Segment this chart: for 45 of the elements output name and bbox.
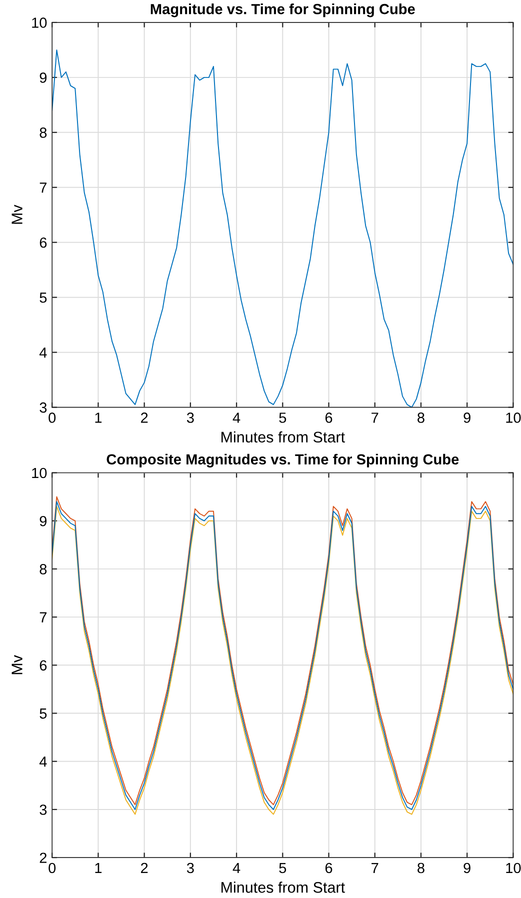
x-tick-label: 9 xyxy=(464,862,470,874)
y-tick-label: 10 xyxy=(32,468,47,478)
x-tick-label: 0 xyxy=(48,412,56,423)
y-tick-label: 2 xyxy=(40,852,47,863)
x-tick-label: 2 xyxy=(140,412,148,423)
y-tick-label: 8 xyxy=(40,128,47,138)
y-tick-label: 6 xyxy=(40,237,47,248)
y-tick-label: 7 xyxy=(40,612,47,622)
chart-title: Composite Magnitudes vs. Time for Spinning Cube xyxy=(106,454,459,468)
x-tick-label: 9 xyxy=(464,412,470,423)
x-tick-label: 7 xyxy=(372,412,378,423)
y-tick-label: 9 xyxy=(40,72,47,83)
chart-title: Magnitude vs. Time for Spinning Cube xyxy=(150,4,415,18)
x-axis-title: Minutes from Start xyxy=(222,431,345,443)
x-tick-label: 10 xyxy=(506,862,521,874)
x-tick-label: 1 xyxy=(95,862,102,874)
y-tick-label: 5 xyxy=(40,708,47,719)
x-tick-label: 2 xyxy=(140,862,148,874)
y-tick-label: 5 xyxy=(40,292,47,303)
x-tick-label: 10 xyxy=(506,412,521,423)
x-tick-label: 8 xyxy=(418,862,424,874)
x-tick-label: 3 xyxy=(186,862,194,874)
y-tick-label: 3 xyxy=(40,804,47,815)
x-axis-title: Minutes from Start xyxy=(222,882,345,893)
x-tick-label: 7 xyxy=(372,862,378,874)
y-tick-label: 3 xyxy=(40,402,47,413)
y-tick-label: 7 xyxy=(40,182,47,193)
y-axis-title: Mv xyxy=(12,655,22,674)
x-tick-label: 6 xyxy=(325,412,332,423)
y-axis-title: Mv xyxy=(12,204,22,224)
x-tick-label: 3 xyxy=(186,412,194,423)
x-tick-label: 0 xyxy=(48,862,56,874)
x-tick-label: 1 xyxy=(95,412,102,423)
x-tick-label: 8 xyxy=(418,412,424,423)
y-tick-label: 9 xyxy=(40,516,47,526)
y-tick-label: 8 xyxy=(40,564,47,574)
x-tick-label: 5 xyxy=(279,862,286,874)
y-tick-label: 4 xyxy=(39,348,47,358)
y-tick-label: 6 xyxy=(40,660,47,671)
x-tick-label: 4 xyxy=(232,412,240,423)
x-tick-label: 5 xyxy=(279,412,286,423)
x-tick-label: 6 xyxy=(325,862,332,874)
y-tick-label: 10 xyxy=(32,18,47,28)
y-tick-label: 4 xyxy=(39,756,47,767)
x-tick-label: 4 xyxy=(232,862,240,874)
